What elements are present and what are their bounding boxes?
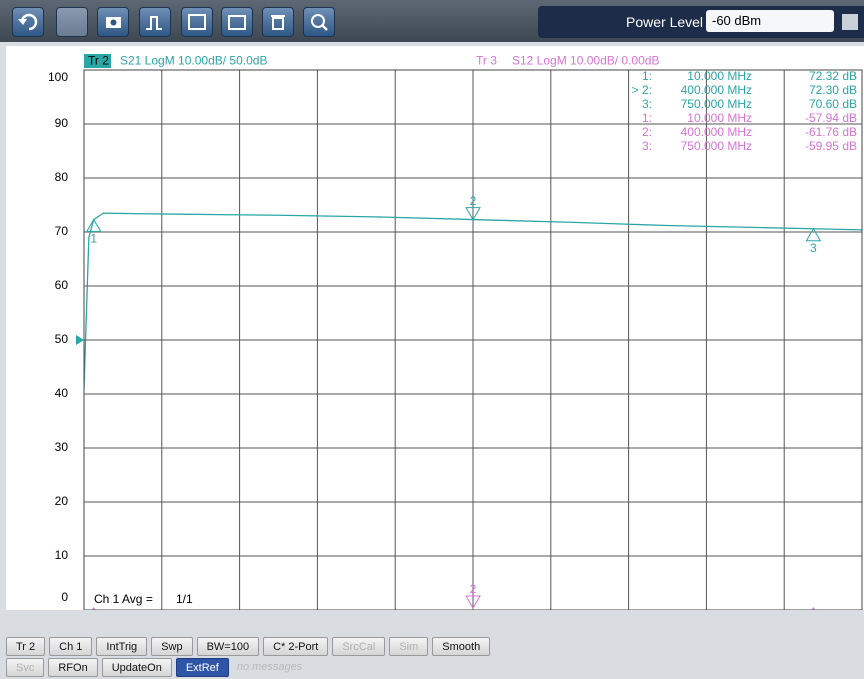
y-tick-label: 50 [55, 332, 69, 346]
marker-value: -61.76 dB [805, 125, 857, 139]
marker-value: 72.30 dB [809, 83, 857, 97]
message: no messages [236, 661, 303, 673]
redo-button[interactable] [56, 7, 88, 37]
softkey[interactable]: IntTrig [96, 637, 148, 656]
marker-index: 1: [642, 111, 652, 125]
avg-label: Ch 1 Avg = [94, 592, 153, 606]
softkey[interactable]: Svc [6, 658, 45, 677]
y-tick-label: 90 [55, 116, 69, 130]
marker-triangle [85, 218, 102, 232]
softkey-row: Tr 2 Ch 1 IntTrig Swp BW=100 C* 2-Port SrcCal S… [6, 637, 491, 656]
power-panel: Power Level -60 dBm [538, 6, 864, 38]
marker-index: 2: [642, 125, 652, 139]
y-tick-label: 60 [55, 278, 69, 292]
softkey[interactable]: RFOn [48, 658, 98, 677]
y-tick-label: 40 [55, 386, 69, 400]
softkey[interactable]: Smooth [432, 637, 491, 656]
y-tick-label: 20 [55, 494, 69, 508]
marker-value: -59.95 dB [805, 139, 857, 153]
trace-description: S12 LogM 10.00dB/ 0.00dB [512, 54, 659, 68]
toolbar: Power Level -60 dBm [0, 0, 864, 42]
channel-button[interactable] [221, 7, 253, 37]
y-tick-label: 80 [55, 170, 69, 184]
undo-button[interactable] [12, 7, 44, 37]
softkey[interactable]: UpdateOn [101, 658, 172, 677]
y-tick-label: 70 [55, 224, 69, 238]
zoom-button[interactable] [303, 7, 335, 37]
marker-index: > 2: [632, 83, 652, 97]
trace-button[interactable] [181, 7, 213, 37]
y-tick-label: 30 [55, 440, 69, 454]
power-label: Power Level [626, 14, 704, 30]
trace-line [84, 212, 862, 389]
marker-frequency: 750.000 MHz [681, 97, 752, 111]
delete-button[interactable] [262, 7, 294, 37]
marker-label: 2 [470, 194, 477, 208]
chart: Tr 2 S21 LogM 10.00dB/ 50.0dB Tr 3 S12 LogM… [6, 46, 864, 610]
y-tick-label: 0 [61, 590, 68, 604]
avg-value: 1/1 [176, 592, 193, 606]
marker-triangle [465, 207, 481, 221]
marker-triangle [805, 227, 822, 242]
marker-index: 3: [642, 139, 652, 153]
marker-value: 70.60 dB [809, 97, 857, 111]
softkey[interactable]: Ch 1 [49, 637, 93, 656]
softkey[interactable]: Swp [151, 637, 193, 656]
softkey[interactable]: Sim [389, 637, 429, 656]
softkey[interactable]: C* 2-Port [263, 637, 329, 656]
keypad-button[interactable] [842, 14, 858, 30]
marker-button[interactable] [139, 7, 171, 37]
y-tick-label: 10 [55, 548, 69, 562]
marker-value: -57.94 dB [805, 111, 857, 125]
screenshot-button[interactable] [97, 7, 129, 37]
trace-badge-bg [84, 54, 111, 68]
marker-frequency: 750.000 MHz [681, 139, 752, 153]
marker-value: 72.32 dB [809, 69, 857, 83]
power-input[interactable]: -60 dBm [706, 10, 834, 32]
softkey[interactable]: BW=100 [196, 637, 260, 656]
marker-index: 3: [642, 97, 652, 111]
softkey-row: Svc RFOn UpdateOn ExtRef no messages [6, 658, 302, 677]
marker-label: 2 [470, 582, 477, 596]
marker-frequency: 400.000 MHz [681, 83, 752, 97]
marker-frequency: 10.000 MHz [687, 69, 752, 83]
softkey[interactable]: Tr 2 [6, 637, 46, 656]
reference-arrow [76, 335, 84, 345]
softkey[interactable]: ExtRef [175, 658, 229, 677]
chart-background [6, 46, 864, 610]
marker-frequency: 400.000 MHz [681, 125, 752, 139]
trace-name: Tr 3 [476, 54, 497, 68]
plot-border [83, 69, 863, 610]
y-tick-label: 100 [48, 70, 68, 84]
marker-index: 1: [642, 69, 652, 83]
softkey[interactable]: SrcCal [332, 637, 386, 656]
trace-badge: Tr 2 [88, 54, 109, 68]
marker-label: 1 [90, 232, 97, 246]
marker-label: 3 [810, 241, 817, 255]
marker-frequency: 10.000 MHz [687, 111, 752, 125]
marker-triangle [465, 595, 481, 609]
trace-description: S21 LogM 10.00dB/ 50.0dB [120, 54, 267, 68]
